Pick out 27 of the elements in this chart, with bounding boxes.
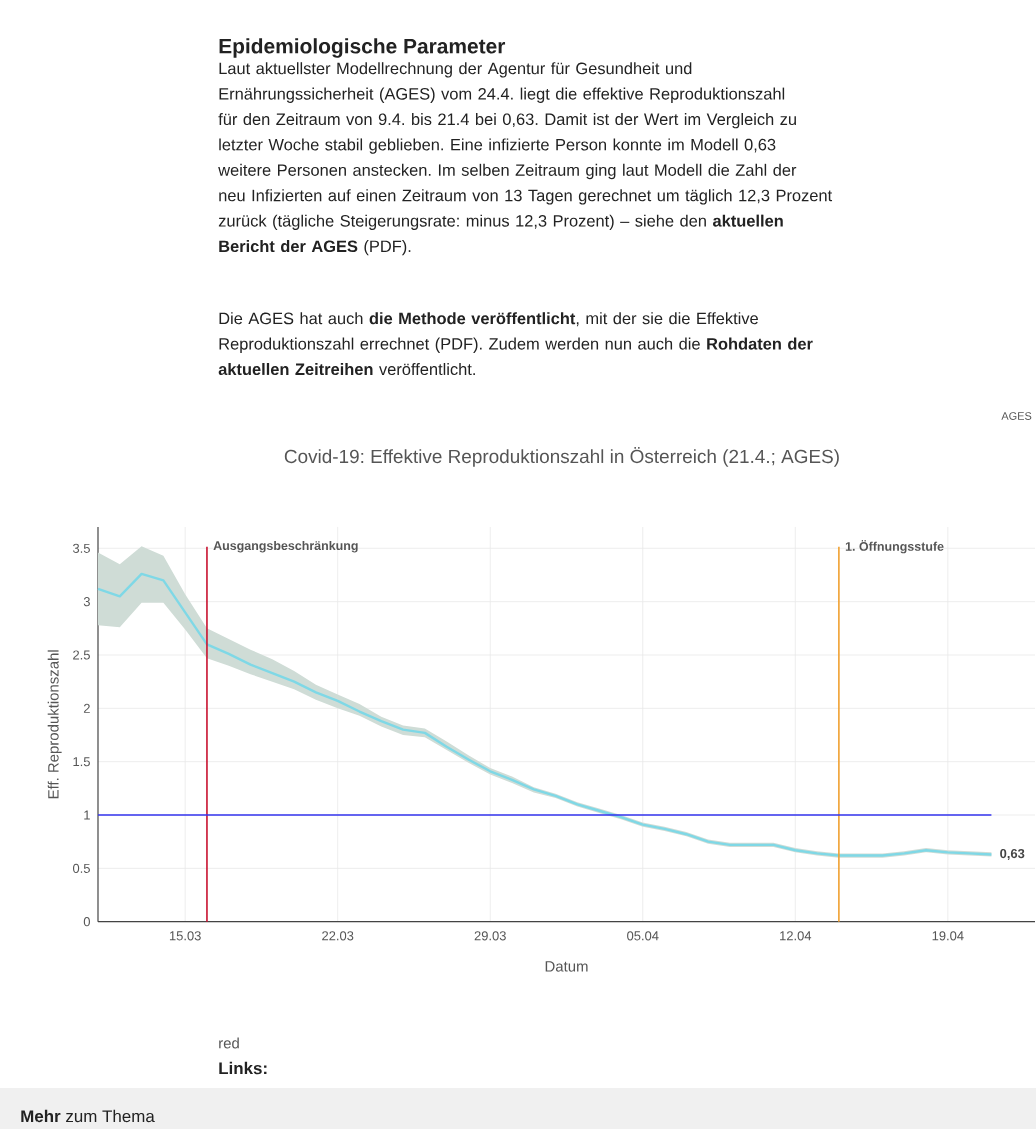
y-tick-label: 3.5 [72,543,90,553]
x-tick-label: 19.04 [932,931,964,941]
y-tick-label: 2 [83,703,90,713]
y-tick-label: 0.5 [72,863,90,873]
y-tick-label: 1 [84,810,90,820]
text: Die AGES hat auch die Methode veröffentlicht, mit der sie die Effektive Reproduktionszahl errechnet (PDF). Zudem werden nun auch die Rohdaten der aktuellen Zeitreihen veröffentlicht. [218,312,813,376]
y-tick-label: 3 [83,597,90,607]
y-tick-label: 2.5 [73,650,90,660]
text: Mehr zum Thema [21,1109,155,1123]
x-tick-label: 29.03 [474,931,506,941]
ref-line-label: Ausgangsbeschränkung [213,540,358,553]
x-tick-label: 12.04 [780,931,812,941]
x-tick-label: 15.03 [169,931,201,941]
x-axis-title: Datum [545,961,588,972]
y-axis-title: Eff. Reproduktionszahl [47,650,62,799]
text: Links: [219,1061,267,1075]
y-tick-label: 1.5 [73,757,90,767]
annotation: 0,63 [1000,848,1025,860]
text: Laut aktuellster Modellrechnung der Agentur für Gesundheit und Ernährungssicherheit (AGES) vom 24.4. liegt die effektive Reproduktionszahl für den Zeitraum von 9.4. bis 21.4 bei 0,63. Damit ist der Wert im Vergleich zu letzter Woche stabil geblieben. Eine infizierte Person konnte im Modell 0,63 weitere Personen anstecken. Im selben Zeitraum ging laut Modell die Zahl der neu Infizierten auf einen Zeitraum von 13 Tagen gerechnet um täglich 12,3 Prozent zurück (tägliche Steigerungsrate: minus 12,3 Prozent) – siehe den aktuellen Bericht der AGES (PDF). [218,62,833,256]
x-tick-label: 05.04 [627,931,659,941]
chart-title: Covid-19: Effektive Reproduktionszahl in Österreich (21.4.; AGES) [284,447,839,467]
text: AGES [1001,412,1032,420]
y-tick-label: 0 [83,917,90,927]
x-tick-label: 22.03 [322,931,354,941]
ref-line-label: 1. Öffnungsstufe [845,540,944,554]
text: red [219,1037,239,1049]
text: Epidemiologische Parameter [219,38,506,58]
